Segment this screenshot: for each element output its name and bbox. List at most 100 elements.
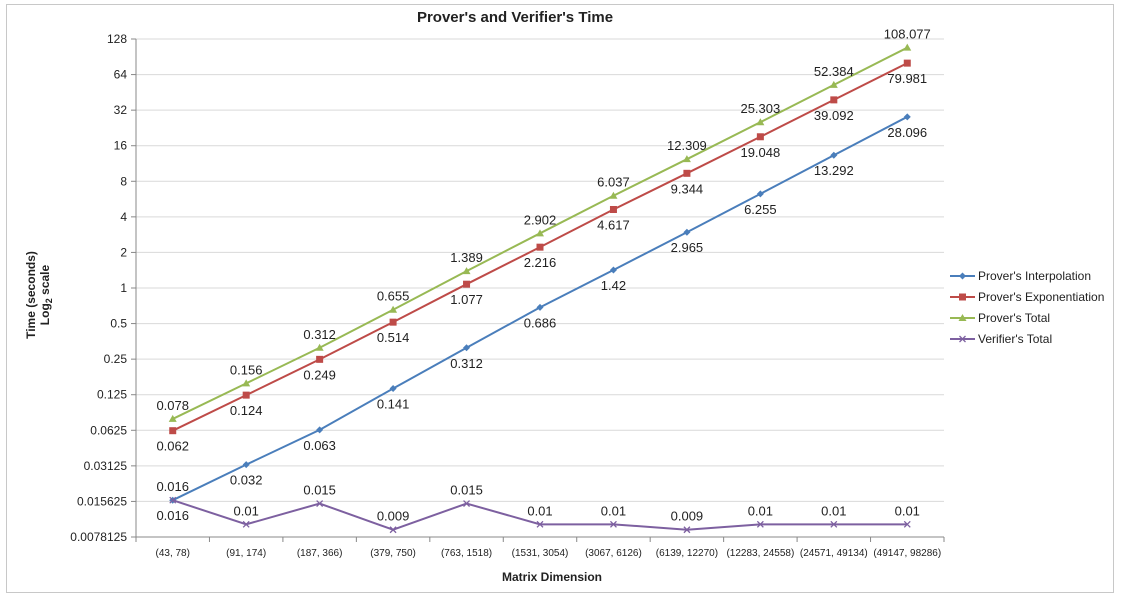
- legend-marker: [959, 335, 966, 343]
- x-tick-label: (49147, 98286): [873, 548, 941, 559]
- data-point: [756, 118, 765, 126]
- data-point: [463, 500, 471, 507]
- x-axis-ticks: (43, 78) (91, 174) (187, 366) (379, 750) (76…: [135, 537, 945, 559]
- data-point: [242, 391, 250, 399]
- legend: Prover's Interpolation Prover's Exponenti…: [950, 269, 1104, 346]
- data-label: 0.141: [377, 397, 410, 412]
- data-label: 2.902: [524, 212, 557, 227]
- data-label: 28.096: [887, 125, 927, 140]
- data-point: [242, 520, 250, 528]
- data-label: 4.617: [597, 217, 630, 232]
- x-tick-label: (6139, 12270): [656, 548, 718, 559]
- data-label: 0.655: [377, 289, 410, 304]
- gridlines: [136, 38, 944, 538]
- y-axis-label-log: Log: [38, 303, 52, 325]
- data-label: 0.063: [303, 438, 336, 453]
- data-point: [683, 228, 691, 236]
- data-point: [242, 461, 250, 469]
- y-axis-ticks: 0.0078125 0.015625 0.03125 0.0625 0.125 0.25 0…: [70, 32, 136, 544]
- data-point: [463, 344, 471, 352]
- x-tick-label: (43, 78): [155, 548, 189, 559]
- y-tick-label: 128: [107, 32, 127, 46]
- data-labels: 0.016 0.032 0.063 0.141 0.312 0.686 1.42 2.965 6…: [156, 27, 930, 524]
- y-tick-label: 4: [120, 210, 127, 224]
- data-label: 6.255: [744, 202, 777, 217]
- data-point: [756, 190, 764, 198]
- legend-label: Prover's Exponentiation: [978, 290, 1104, 304]
- data-label: 2.965: [671, 240, 704, 255]
- data-point: [756, 133, 764, 141]
- data-label: 1.389: [450, 250, 483, 265]
- data-point: [609, 520, 617, 528]
- data-point: [169, 496, 177, 504]
- data-label: 0.016: [156, 479, 189, 494]
- data-label: 39.092: [814, 108, 854, 123]
- data-point: [168, 414, 177, 422]
- data-point: [903, 520, 911, 528]
- y-axis-label-line1: Time (seconds): [24, 251, 38, 339]
- y-tick-label: 0.03125: [84, 459, 128, 473]
- y-tick-label: 2: [120, 245, 127, 259]
- data-label: 0.01: [821, 503, 846, 518]
- data-point: [462, 267, 471, 275]
- legend-label: Prover's Interpolation: [978, 269, 1091, 283]
- y-axis-label-scale: scale: [38, 264, 52, 298]
- data-label: 25.303: [740, 101, 780, 116]
- data-point: [683, 526, 691, 534]
- data-label: 0.009: [671, 509, 704, 524]
- data-label: 0.01: [234, 503, 259, 518]
- data-point: [830, 520, 838, 528]
- legend-marker: [959, 272, 966, 280]
- data-point: [389, 305, 398, 313]
- data-label: 108.077: [884, 27, 931, 42]
- data-label: 13.292: [814, 163, 854, 178]
- x-tick-label: (24571, 49134): [800, 548, 868, 559]
- data-label: 0.078: [156, 398, 189, 413]
- data-point: [316, 426, 324, 434]
- data-point: [830, 151, 838, 159]
- x-axis-label: Matrix Dimension: [502, 570, 602, 584]
- data-point: [903, 59, 911, 67]
- data-point: [536, 303, 544, 311]
- data-point: [316, 355, 324, 363]
- legend-marker: [958, 314, 967, 321]
- data-label: 1.077: [450, 292, 483, 307]
- data-point: [389, 318, 397, 326]
- data-point: [316, 500, 324, 507]
- x-tick-label: (763, 1518): [441, 548, 492, 559]
- y-tick-label: 8: [120, 174, 127, 188]
- series-group: [168, 43, 912, 534]
- y-tick-label: 0.25: [104, 352, 128, 366]
- data-label: 0.249: [303, 367, 336, 382]
- y-axis-label: Time (seconds) Log2 scale: [24, 251, 54, 339]
- data-label: 0.032: [230, 473, 263, 488]
- legend-item: Prover's Interpolation: [950, 269, 1091, 283]
- chart-title: Prover's and Verifier's Time: [417, 9, 613, 26]
- data-label: 0.009: [377, 509, 410, 524]
- data-point: [536, 520, 544, 528]
- data-label: 19.048: [740, 145, 780, 160]
- data-label: 2.216: [524, 255, 557, 270]
- data-point: [389, 385, 397, 393]
- x-tick-label: (1531, 3054): [512, 548, 569, 559]
- data-point: [829, 80, 838, 88]
- data-label: 0.062: [156, 439, 189, 454]
- data-label: 0.01: [527, 503, 552, 518]
- data-label: 0.156: [230, 362, 263, 377]
- data-point: [242, 379, 251, 387]
- axes: [135, 39, 944, 538]
- y-tick-label: 0.5: [110, 317, 127, 331]
- data-label: 52.384: [814, 64, 854, 79]
- data-point: [756, 520, 764, 528]
- legend-label: Verifier's Total: [978, 332, 1052, 346]
- data-label: 0.686: [524, 315, 557, 330]
- data-label: 6.037: [597, 175, 630, 190]
- y-tick-label: 16: [114, 139, 128, 153]
- y-axis-label-sub: 2: [44, 298, 54, 303]
- data-label: 0.016: [156, 508, 189, 523]
- data-label: 0.514: [377, 330, 410, 345]
- legend-item: Prover's Total: [950, 311, 1050, 325]
- data-label: 1.42: [601, 278, 626, 293]
- y-tick-label: 32: [114, 103, 128, 117]
- data-point: [830, 96, 838, 104]
